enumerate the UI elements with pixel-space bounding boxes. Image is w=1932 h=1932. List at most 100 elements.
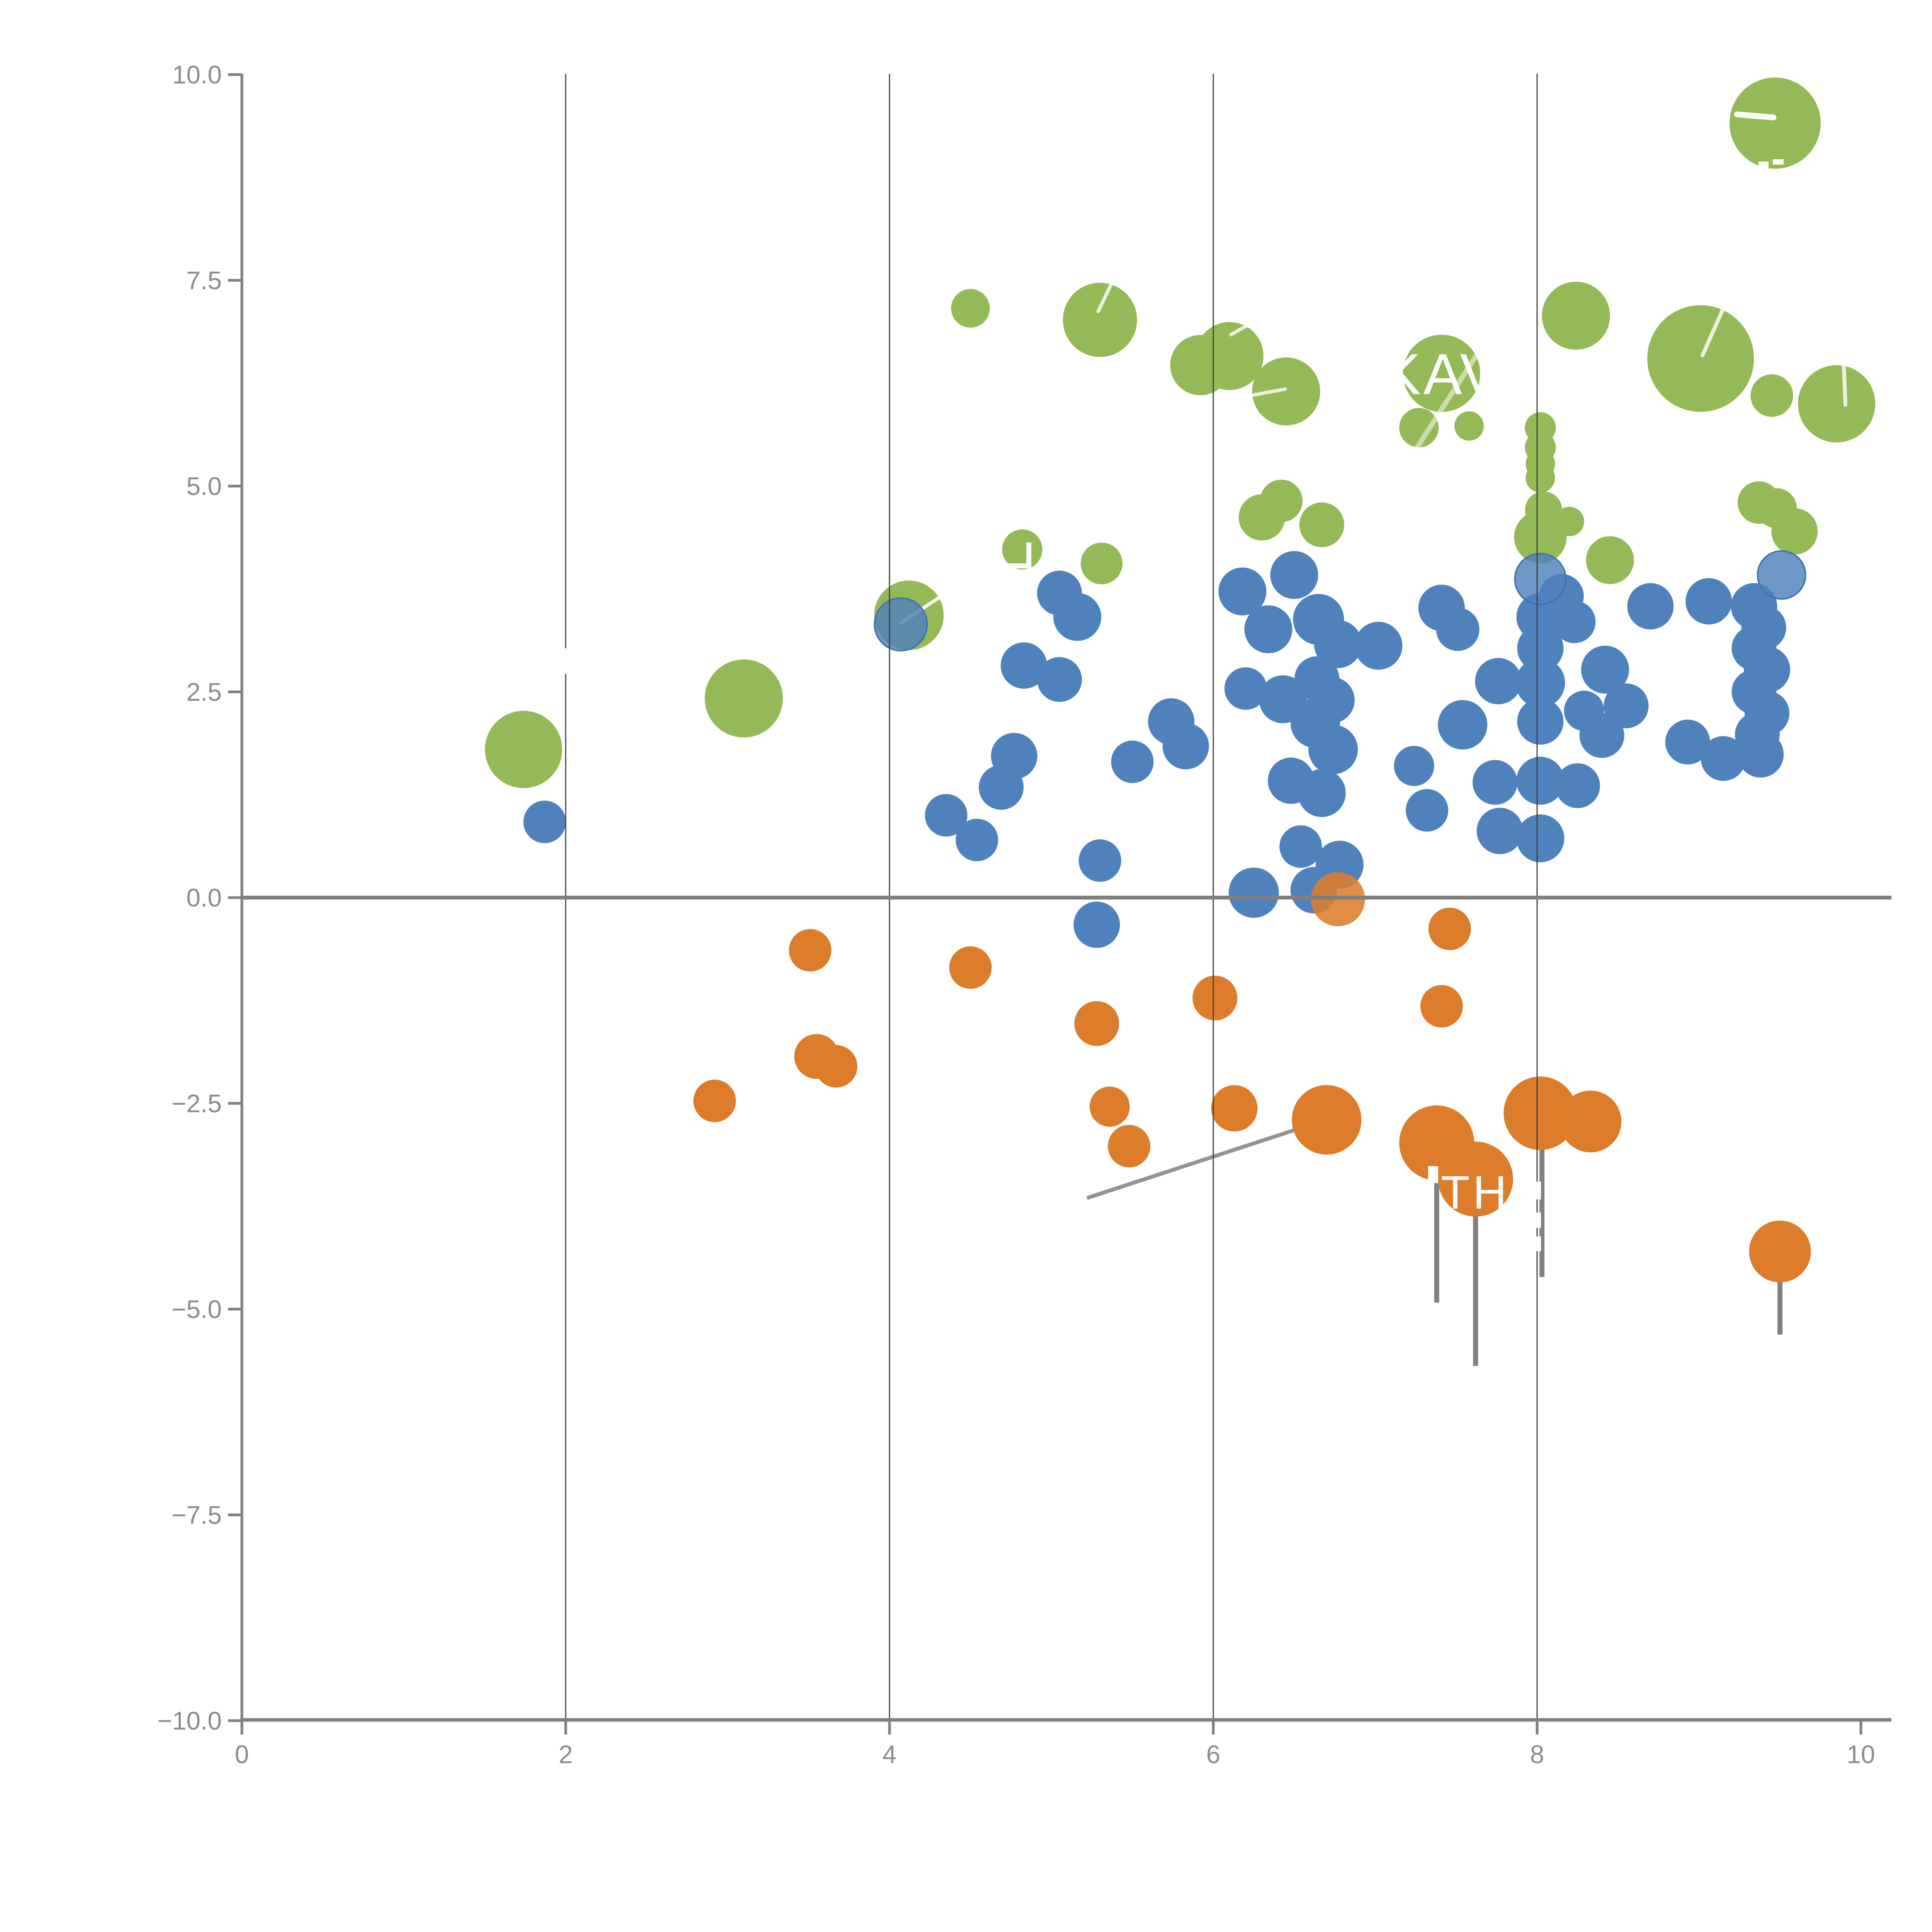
y-tick-label: 2.5 [186,678,222,706]
white-dash-fragment [745,628,770,660]
scatter-point-green [1514,511,1567,564]
x-tick-label: 4 [883,1740,897,1769]
white-dash-fragment [1841,347,1847,407]
axes: 10.0 7.5 5.0 2.5 0.0 −2.5 −5.0 −7.5 −10.0 0 2 4 6 8 10 [157,60,1891,1769]
scatter-point-orange [789,929,832,972]
scatter-point-green [1542,282,1610,350]
white-dash-fragment [1701,306,1725,357]
scatter-point-blue [1553,600,1596,643]
white-dash-fragment [1229,316,1261,337]
scatter-point-orange [1074,1001,1119,1046]
white-letter-fragment [1759,162,1769,168]
scatter-point-blue [1436,607,1480,651]
scatter-point-green [1063,282,1137,357]
y-tick-label: 7.5 [186,266,222,295]
scatter-point-orange [1749,1220,1811,1282]
scatter-point-blue-translucent [874,597,928,651]
scatter-point-blue [1037,657,1082,702]
scatter-point-green [485,711,563,788]
series-orange [693,907,1811,1282]
scatter-point-green [1554,507,1584,536]
scatter-point-blue [1162,723,1209,770]
scatter-point-blue [1228,867,1279,918]
white-gap-fragment [563,648,569,674]
scatter-point-blue [925,794,968,837]
scatter-point-orange [815,1045,857,1088]
scatter-point-green [1586,536,1634,584]
y-tick-label: −5.0 [172,1295,222,1323]
scatter-point-blue [1604,683,1649,728]
y-tick-label: −2.5 [172,1089,222,1118]
scatter-point-orange [949,946,992,989]
y-tick-label: −7.5 [172,1501,222,1529]
scatter-point-green [1403,335,1480,412]
scatter-point-blue [1279,825,1322,868]
scatter-point-green [1195,322,1264,390]
y-tick-label: 5.0 [186,472,222,500]
scatter-point-blue [1078,839,1121,882]
scatter-point-orange [1560,1090,1622,1153]
scatter-point-blue-translucent [1757,550,1806,600]
scatter-point-orange [1420,985,1463,1028]
x-tick-label: 10 [1847,1740,1875,1769]
white-gap-fragment [1428,1166,1438,1183]
white-dash-fragment [1734,111,1777,121]
scatter-point-orange [1108,1125,1151,1168]
x-tick-label: 2 [559,1740,573,1769]
scatter-point-blue [1270,551,1318,599]
scatter-point-blue [1476,808,1523,854]
series-blue [523,551,1790,948]
scatter-point-blue [1218,567,1267,616]
scatter-point-orange [1089,1087,1130,1127]
x-tick-label: 0 [235,1740,249,1769]
scatter-point-blue [1073,901,1120,948]
scatter-point-blue [1516,757,1565,805]
scatter-point-orange [1428,907,1471,950]
scatter-point-blue [1268,757,1315,804]
hidden-white-label-kav: KAV [1382,342,1501,406]
white-letter-fragment [1773,159,1784,165]
diagonal-leader-line [1086,1117,1329,1200]
scatter-point-green [1399,408,1439,447]
white-fragments-on-green: KAV [745,111,1847,660]
scatter-point-blue [1354,622,1403,670]
series-green [485,77,1876,788]
x-tick-label: 6 [1206,1740,1221,1769]
scatter-point-blue [1244,605,1293,653]
scatter-point-blue [979,765,1024,810]
scatter-point-blue [1000,642,1047,689]
scatter-point-green [1798,365,1876,442]
scatter-point-blue [1701,736,1746,781]
white-stripe-fragment [1407,344,1480,447]
scatter-point-blue [1394,746,1434,786]
y-tick-label: 0.0 [186,883,222,912]
scatter-point-green [1260,480,1303,522]
white-dash-fragment [1096,282,1113,313]
scatter-point-blue [1473,760,1518,805]
scatter-point-green [951,289,990,328]
white-gap-fragment [1534,1236,1541,1251]
scatter-point-blue [956,818,998,861]
scatter-point-blue [1111,740,1154,783]
scatter-point-blue [1515,658,1565,708]
scatter-point-green [704,659,783,738]
scatter-point-blue [1685,578,1732,625]
scatter-point-blue [1438,700,1488,750]
scatter-point-green [1771,508,1818,555]
scatter-point-blue [1314,620,1362,668]
scatter-point-green [1526,463,1555,493]
scatter-point-orange [1292,1085,1362,1155]
scatter-point-orange [1211,1085,1258,1132]
scatter-point-green [1080,543,1122,585]
scatter-point-orange [1438,1141,1513,1217]
scatter-point-green [1002,529,1043,570]
white-letter-fragment [1007,563,1028,568]
scatter-point-orange [1503,1077,1577,1150]
scatter-point-blue [1627,583,1674,629]
scatter-point-blue [1555,763,1600,808]
white-gap-fragment [1534,1182,1541,1199]
white-letter-fragment [1026,543,1031,568]
scatter-point-orange [1192,975,1238,1020]
